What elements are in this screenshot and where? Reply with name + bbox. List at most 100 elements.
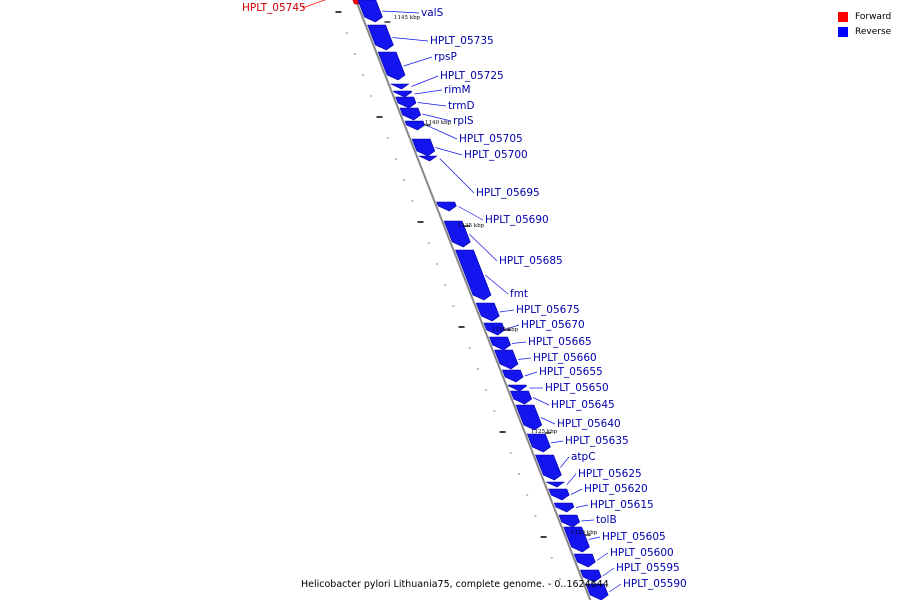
minor-ticks [335,11,561,580]
gene-label-HPLT_05600[interactable]: HPLT_05600 [610,547,674,559]
leader-line-rpsP [403,56,433,67]
leader-line-HPLT_05605 [588,536,601,540]
leader-line-fmt [485,274,509,295]
gene-block-rplS[interactable] [399,107,422,121]
gene-label-HPLT_05640[interactable]: HPLT_05640 [557,418,621,430]
reverse-swatch [838,26,848,37]
leader-line-HPLT_05640 [540,417,556,425]
gene-label-fmt[interactable]: fmt [510,288,528,300]
gene-label-HPLT_05675[interactable]: HPLT_05675 [516,304,580,316]
leader-line-HPLT_05670 [506,324,520,330]
genome-caption: Helicobacter pylori Lithuania75, complet… [301,579,609,590]
leader-line-HPLT_05660 [518,357,532,360]
gene-block-HPLT_05605[interactable] [563,526,590,553]
gene-label-HPLT_05620[interactable]: HPLT_05620 [584,483,648,495]
gene-label-tolB[interactable]: tolB [596,514,617,526]
gene-label-HPLT_05695[interactable]: HPLT_05695 [476,187,540,199]
gene-label-HPLT_05650[interactable]: HPLT_05650 [545,382,609,394]
gene-block-atpC[interactable] [535,454,562,481]
gene-block-HPLT_05655[interactable] [501,369,524,383]
legend-forward-label: Forward [855,11,892,22]
kbp-ticks: 1145 kbp 1140 kbp 1135 kbp 1130 kbp 1125 kbp… [384,15,598,536]
gene-block-HPLT_05615[interactable] [553,502,575,513]
gene-block-HPLT_05660[interactable] [494,349,519,370]
gene-block-HPLT_05675[interactable] [475,302,500,322]
gene-label-rpsP[interactable]: rpsP [434,51,457,63]
gene-label-HPLT_05590[interactable]: HPLT_05590 [623,578,687,590]
leader-line-HPLT_05635 [550,440,564,444]
kbp-tick-label: 1135 kbp [458,223,485,229]
gene-block-HPLT_05695[interactable] [418,155,438,162]
gene-label-HPLT_05645[interactable]: HPLT_05645 [551,399,615,411]
gene-block-valS[interactable] [357,0,383,23]
gene-block-HPLT_05650[interactable] [507,384,527,392]
gene-label-HPLT_05700[interactable]: HPLT_05700 [464,149,528,161]
legend-reverse-label: Reverse [855,26,892,37]
gene-label-rplS[interactable]: rplS [453,115,474,127]
leader-line-HPLT_05665 [511,341,527,344]
leader-line-HPLT_05615 [575,504,589,508]
gene-block-HPLT_05685[interactable] [443,220,471,248]
gene-label-HPLT_05655[interactable]: HPLT_05655 [539,366,603,378]
gene-block-HPLT_05735[interactable] [367,24,394,51]
genome-backbone [354,0,592,600]
gene-label-HPLT_05635[interactable]: HPLT_05635 [565,435,629,447]
gene-label-trmD[interactable]: trmD [448,100,475,112]
gene-block-trmD[interactable] [395,96,417,109]
gene-label-HPLT_05595[interactable]: HPLT_05595 [616,562,680,574]
gene-label-HPLT_05605[interactable]: HPLT_05605 [602,531,666,543]
gene-block-HPLT_05635[interactable] [526,433,551,453]
gene-label-HPLT_05725[interactable]: HPLT_05725 [440,70,504,82]
gene-label-HPLT_05745[interactable]: HPLT_05745 [242,2,306,14]
leader-line-HPLT_05590 [608,583,622,593]
gene-block-HPLT_05670[interactable] [483,322,506,336]
gene-label-HPLT_05625[interactable]: HPLT_05625 [578,468,642,480]
gene-label-HPLT_05665[interactable]: HPLT_05665 [528,336,592,348]
gene-block-HPLT_05595[interactable] [580,569,602,583]
gene-label-HPLT_05705[interactable]: HPLT_05705 [459,133,523,145]
gene-block-HPLT_05625[interactable] [545,481,566,488]
leader-line-HPLT_05685 [468,233,498,262]
gene-block-rpsP[interactable] [377,51,406,81]
gene-label-HPLT_05615[interactable]: HPLT_05615 [590,499,654,511]
gene-block-HPLT_05620[interactable] [548,488,570,501]
gene-label-HPLT_05735[interactable]: HPLT_05735 [430,35,494,47]
strand-legend: Forward Reverse [838,9,891,39]
gene-label-HPLT_05685[interactable]: HPLT_05685 [499,255,563,267]
forward-swatch [838,11,848,22]
gene-block-HPLT_05665[interactable] [489,336,511,351]
gene-block-HPLT_05590[interactable] [585,583,609,600]
gene-block-HPLT_05725[interactable] [390,83,410,90]
kbp-tick-label: 1125 kbp [531,429,558,435]
gene-block-HPLT_05705[interactable] [404,120,425,131]
gene-block-tolB[interactable] [558,514,581,528]
leader-line-rplS [422,113,452,122]
leader-line-HPLT_05675 [499,309,515,313]
leader-line-HPLT_05695 [439,158,475,194]
gene-label-atpC[interactable]: atpC [571,451,596,463]
legend-reverse: Reverse [838,24,891,39]
gene-block-HPLT_05645[interactable] [510,390,533,405]
gene-block-rimM[interactable] [392,90,413,98]
leader-line-HPLT_05745 [301,0,326,9]
leader-line-HPLT_05600 [596,552,609,561]
gene-label-HPLT_05690[interactable]: HPLT_05690 [485,214,549,226]
gene-block-HPLT_05690[interactable] [436,201,457,212]
gene-block-HPLT_05600[interactable] [573,553,596,568]
gene-block-fmt[interactable] [455,249,492,301]
leader-line-HPLT_05725 [411,75,439,87]
gene-block-HPLT_05640[interactable] [515,404,543,431]
kbp-tick-label: 1120 kbp [571,530,598,536]
leader-line-valS [382,10,420,14]
gene-label-HPLT_05670[interactable]: HPLT_05670 [521,319,585,331]
leader-line-HPLT_05595 [602,567,615,577]
gene-block-HPLT_05700[interactable] [411,138,436,157]
leader-line-HPLT_05625 [566,473,577,485]
gene-label-valS[interactable]: valS [421,7,444,19]
gene-label-HPLT_05660[interactable]: HPLT_05660 [533,352,597,364]
leader-line-HPLT_05705 [426,125,458,140]
leader-line-HPLT_05645 [532,397,550,406]
gene-label-rimM[interactable]: rimM [444,84,471,96]
